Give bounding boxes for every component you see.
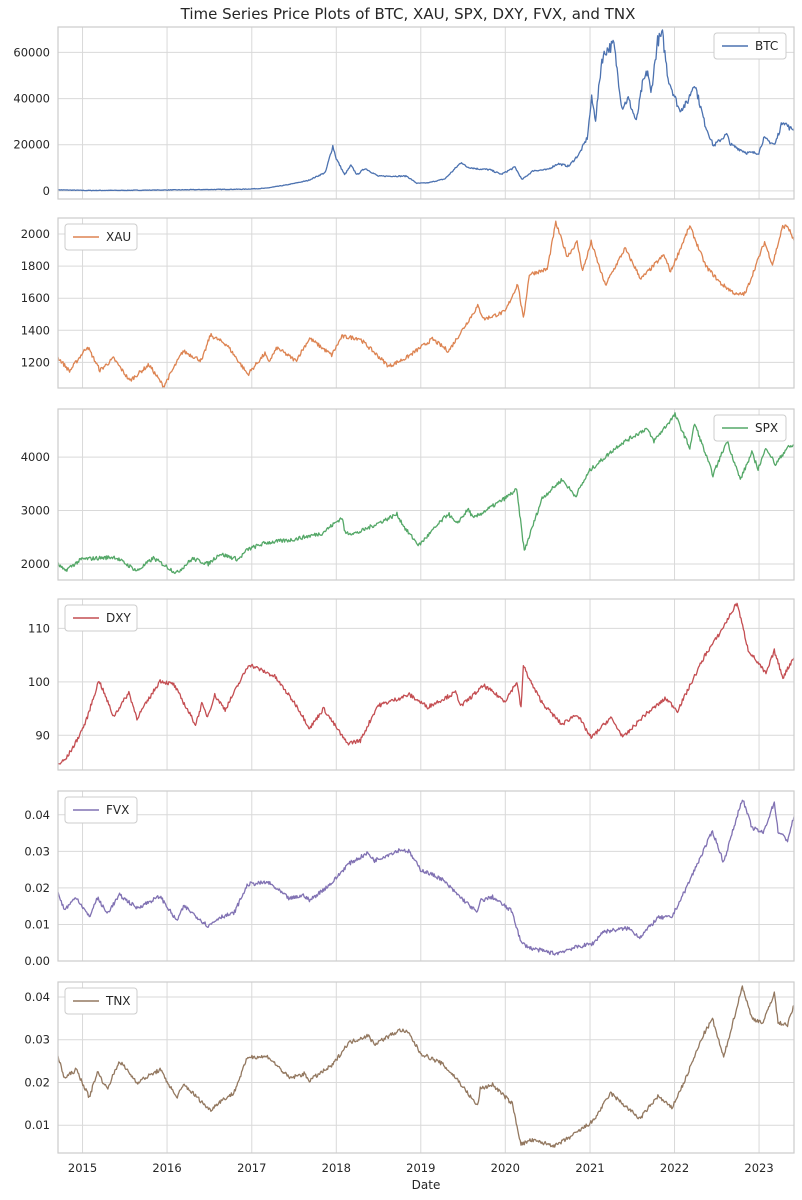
x-axis-label: Date xyxy=(412,1178,441,1192)
x-tick-label: 2016 xyxy=(152,1161,181,1175)
y-tick-label: 0.03 xyxy=(24,1033,50,1047)
y-tick-label: 90 xyxy=(35,728,50,742)
y-tick-label: 0.04 xyxy=(24,808,50,822)
series-line-xau xyxy=(58,220,794,388)
y-tick-label: 0.00 xyxy=(24,954,50,968)
y-tick-label: 1400 xyxy=(21,323,50,337)
x-tick-label: 2021 xyxy=(575,1161,604,1175)
y-tick-label: 1800 xyxy=(21,259,50,273)
y-tick-label: 0.01 xyxy=(24,1118,50,1132)
legend-box xyxy=(64,796,138,824)
panel-frame xyxy=(57,790,795,962)
panels: 0 20000 40000 60000 BTC 1200 1400 1600 1800 2000 X… xyxy=(13,26,795,1154)
x-tick-label: 2015 xyxy=(68,1161,97,1175)
legend-box xyxy=(64,223,138,251)
y-tick-label: 1200 xyxy=(21,355,50,369)
y-tick-label: 3000 xyxy=(21,504,50,518)
panel-frame xyxy=(57,217,795,389)
legend-label: DXY xyxy=(106,611,131,625)
y-tick-label: 20000 xyxy=(13,138,50,152)
y-tick-label: 0 xyxy=(43,184,50,198)
legend-label: FVX xyxy=(106,803,129,817)
x-tick-label: 2022 xyxy=(660,1161,689,1175)
x-tick-label: 2019 xyxy=(406,1161,435,1175)
panel-fvx: 0.00 0.01 0.02 0.03 0.04 FVX xyxy=(24,790,795,968)
legend: TNX xyxy=(64,987,138,1015)
panel-frame xyxy=(57,598,795,771)
x-axis-ticks: 2015 2016 2017 2018 2019 2020 2021 2022 2023 xyxy=(68,1161,774,1175)
panel-xau: 1200 1400 1600 1800 2000 XAU xyxy=(21,217,795,389)
y-tick-label: 0.02 xyxy=(24,881,50,895)
panel-frame xyxy=(57,408,795,581)
chart-title: Time Series Price Plots of BTC, XAU, SPX… xyxy=(180,5,636,23)
y-tick-label: 2000 xyxy=(21,227,50,241)
panel-frame xyxy=(57,981,795,1154)
legend: SPX xyxy=(713,414,787,442)
legend-label: SPX xyxy=(755,421,778,435)
legend-label: BTC xyxy=(755,39,778,53)
x-tick-label: 2023 xyxy=(744,1161,773,1175)
y-tick-label: 100 xyxy=(28,675,50,689)
legend-label: XAU xyxy=(106,230,131,244)
legend-box xyxy=(64,604,138,632)
y-tick-label: 60000 xyxy=(13,45,50,59)
y-tick-label: 2000 xyxy=(21,557,50,571)
legend: XAU xyxy=(64,223,138,251)
panel-spx: 2000 3000 4000 SPX xyxy=(21,408,795,581)
y-tick-label: 0.04 xyxy=(24,990,50,1004)
x-tick-label: 2020 xyxy=(491,1161,520,1175)
x-tick-label: 2018 xyxy=(322,1161,351,1175)
panel-btc: 0 20000 40000 60000 BTC xyxy=(13,26,795,200)
y-tick-label: 0.02 xyxy=(24,1075,50,1089)
y-tick-label: 1600 xyxy=(21,291,50,305)
y-tick-label: 0.03 xyxy=(24,844,50,858)
legend-box xyxy=(713,32,787,60)
y-tick-label: 40000 xyxy=(13,92,50,106)
panel-dxy: 90 100 110 DXY xyxy=(28,598,795,771)
panel-tnx: 0.01 0.02 0.03 0.04 TNX xyxy=(24,981,795,1154)
series-line-spx xyxy=(58,412,794,575)
y-tick-label: 110 xyxy=(28,621,50,635)
legend-box xyxy=(713,414,787,442)
legend-label: TNX xyxy=(105,994,131,1008)
legend: DXY xyxy=(64,604,138,632)
legend: FVX xyxy=(64,796,138,824)
series-line-dxy xyxy=(58,602,794,765)
series-line-fvx xyxy=(58,799,794,956)
series-line-btc xyxy=(58,29,794,192)
legend: BTC xyxy=(713,32,787,60)
x-tick-label: 2017 xyxy=(237,1161,266,1175)
series-line-tnx xyxy=(58,985,794,1148)
y-tick-label: 4000 xyxy=(21,450,50,464)
y-tick-label: 0.01 xyxy=(24,917,50,931)
legend-box xyxy=(64,987,138,1015)
panel-frame xyxy=(57,26,795,200)
